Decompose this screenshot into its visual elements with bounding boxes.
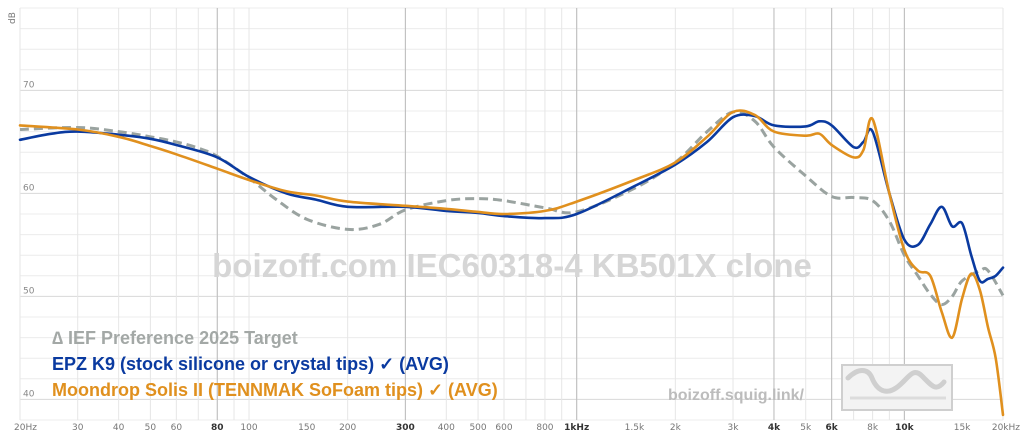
x-tick-label: 20kHz (992, 423, 1020, 433)
x-tick-label: 60 (171, 423, 183, 433)
legend-epz-k9[interactable]: EPZ K9 (stock silicone or crystal tips) … (52, 354, 449, 374)
x-tick-label: 30 (72, 423, 84, 433)
x-tick-label: 800 (536, 423, 553, 433)
solis-ii-curve (18, 109, 1005, 417)
x-axis-ticks: 20Hz 30 40 50 60 80 100 150 200 300 400 500 600 800 1k… (14, 423, 1020, 433)
x-tick-label: 10k (895, 423, 915, 433)
x-tick-label: 2k (670, 423, 682, 433)
x-tick-label: 15k (954, 423, 971, 433)
x-tick-label: 50 (145, 423, 157, 433)
x-tick-label: 100 (240, 423, 257, 433)
y-axis-ticks: 40 50 60 70 (23, 80, 35, 399)
curves (18, 109, 1005, 417)
grid (19, 7, 1004, 421)
x-tick-label: 300 (396, 423, 415, 433)
legend-target[interactable]: ∆ IEF Preference 2025 Target (52, 328, 298, 348)
x-tick-label: 1kHz (564, 423, 589, 433)
epz-k9-curve (18, 113, 1005, 284)
x-tick-label: 1.5k (625, 423, 645, 433)
y-axis-label: dB (8, 12, 18, 24)
x-tick-label: 3k (728, 423, 740, 433)
site-url: boizoff.squig.link/ (668, 387, 805, 404)
x-tick-label: 40 (113, 423, 125, 433)
x-tick-label: 150 (298, 423, 315, 433)
x-tick-label: 5k (800, 423, 812, 433)
x-tick-label: 400 (438, 423, 455, 433)
x-tick-label: 20Hz (14, 423, 37, 433)
x-tick-label: 8k (867, 423, 879, 433)
x-tick-label: 6k (826, 423, 839, 433)
squig-logo (841, 364, 953, 411)
y-tick-label: 60 (23, 183, 35, 193)
logo-squiggle (845, 368, 947, 394)
x-tick-label: 500 (469, 423, 486, 433)
x-tick-label: 600 (495, 423, 512, 433)
legend-solis-ii[interactable]: Moondrop Solis II (TENNMAK SoFoam tips) … (52, 380, 498, 400)
x-tick-label: 80 (211, 423, 224, 433)
y-tick-label: 70 (23, 80, 35, 90)
legend: ∆ IEF Preference 2025 Target EPZ K9 (stoc… (52, 328, 498, 400)
x-tick-label: 4k (768, 423, 781, 433)
y-tick-label: 40 (23, 389, 35, 399)
x-tick-label: 200 (339, 423, 356, 433)
y-tick-label: 50 (23, 286, 35, 296)
watermark-text: boizoff.com IEC60318-4 KB501X clone (212, 247, 812, 284)
